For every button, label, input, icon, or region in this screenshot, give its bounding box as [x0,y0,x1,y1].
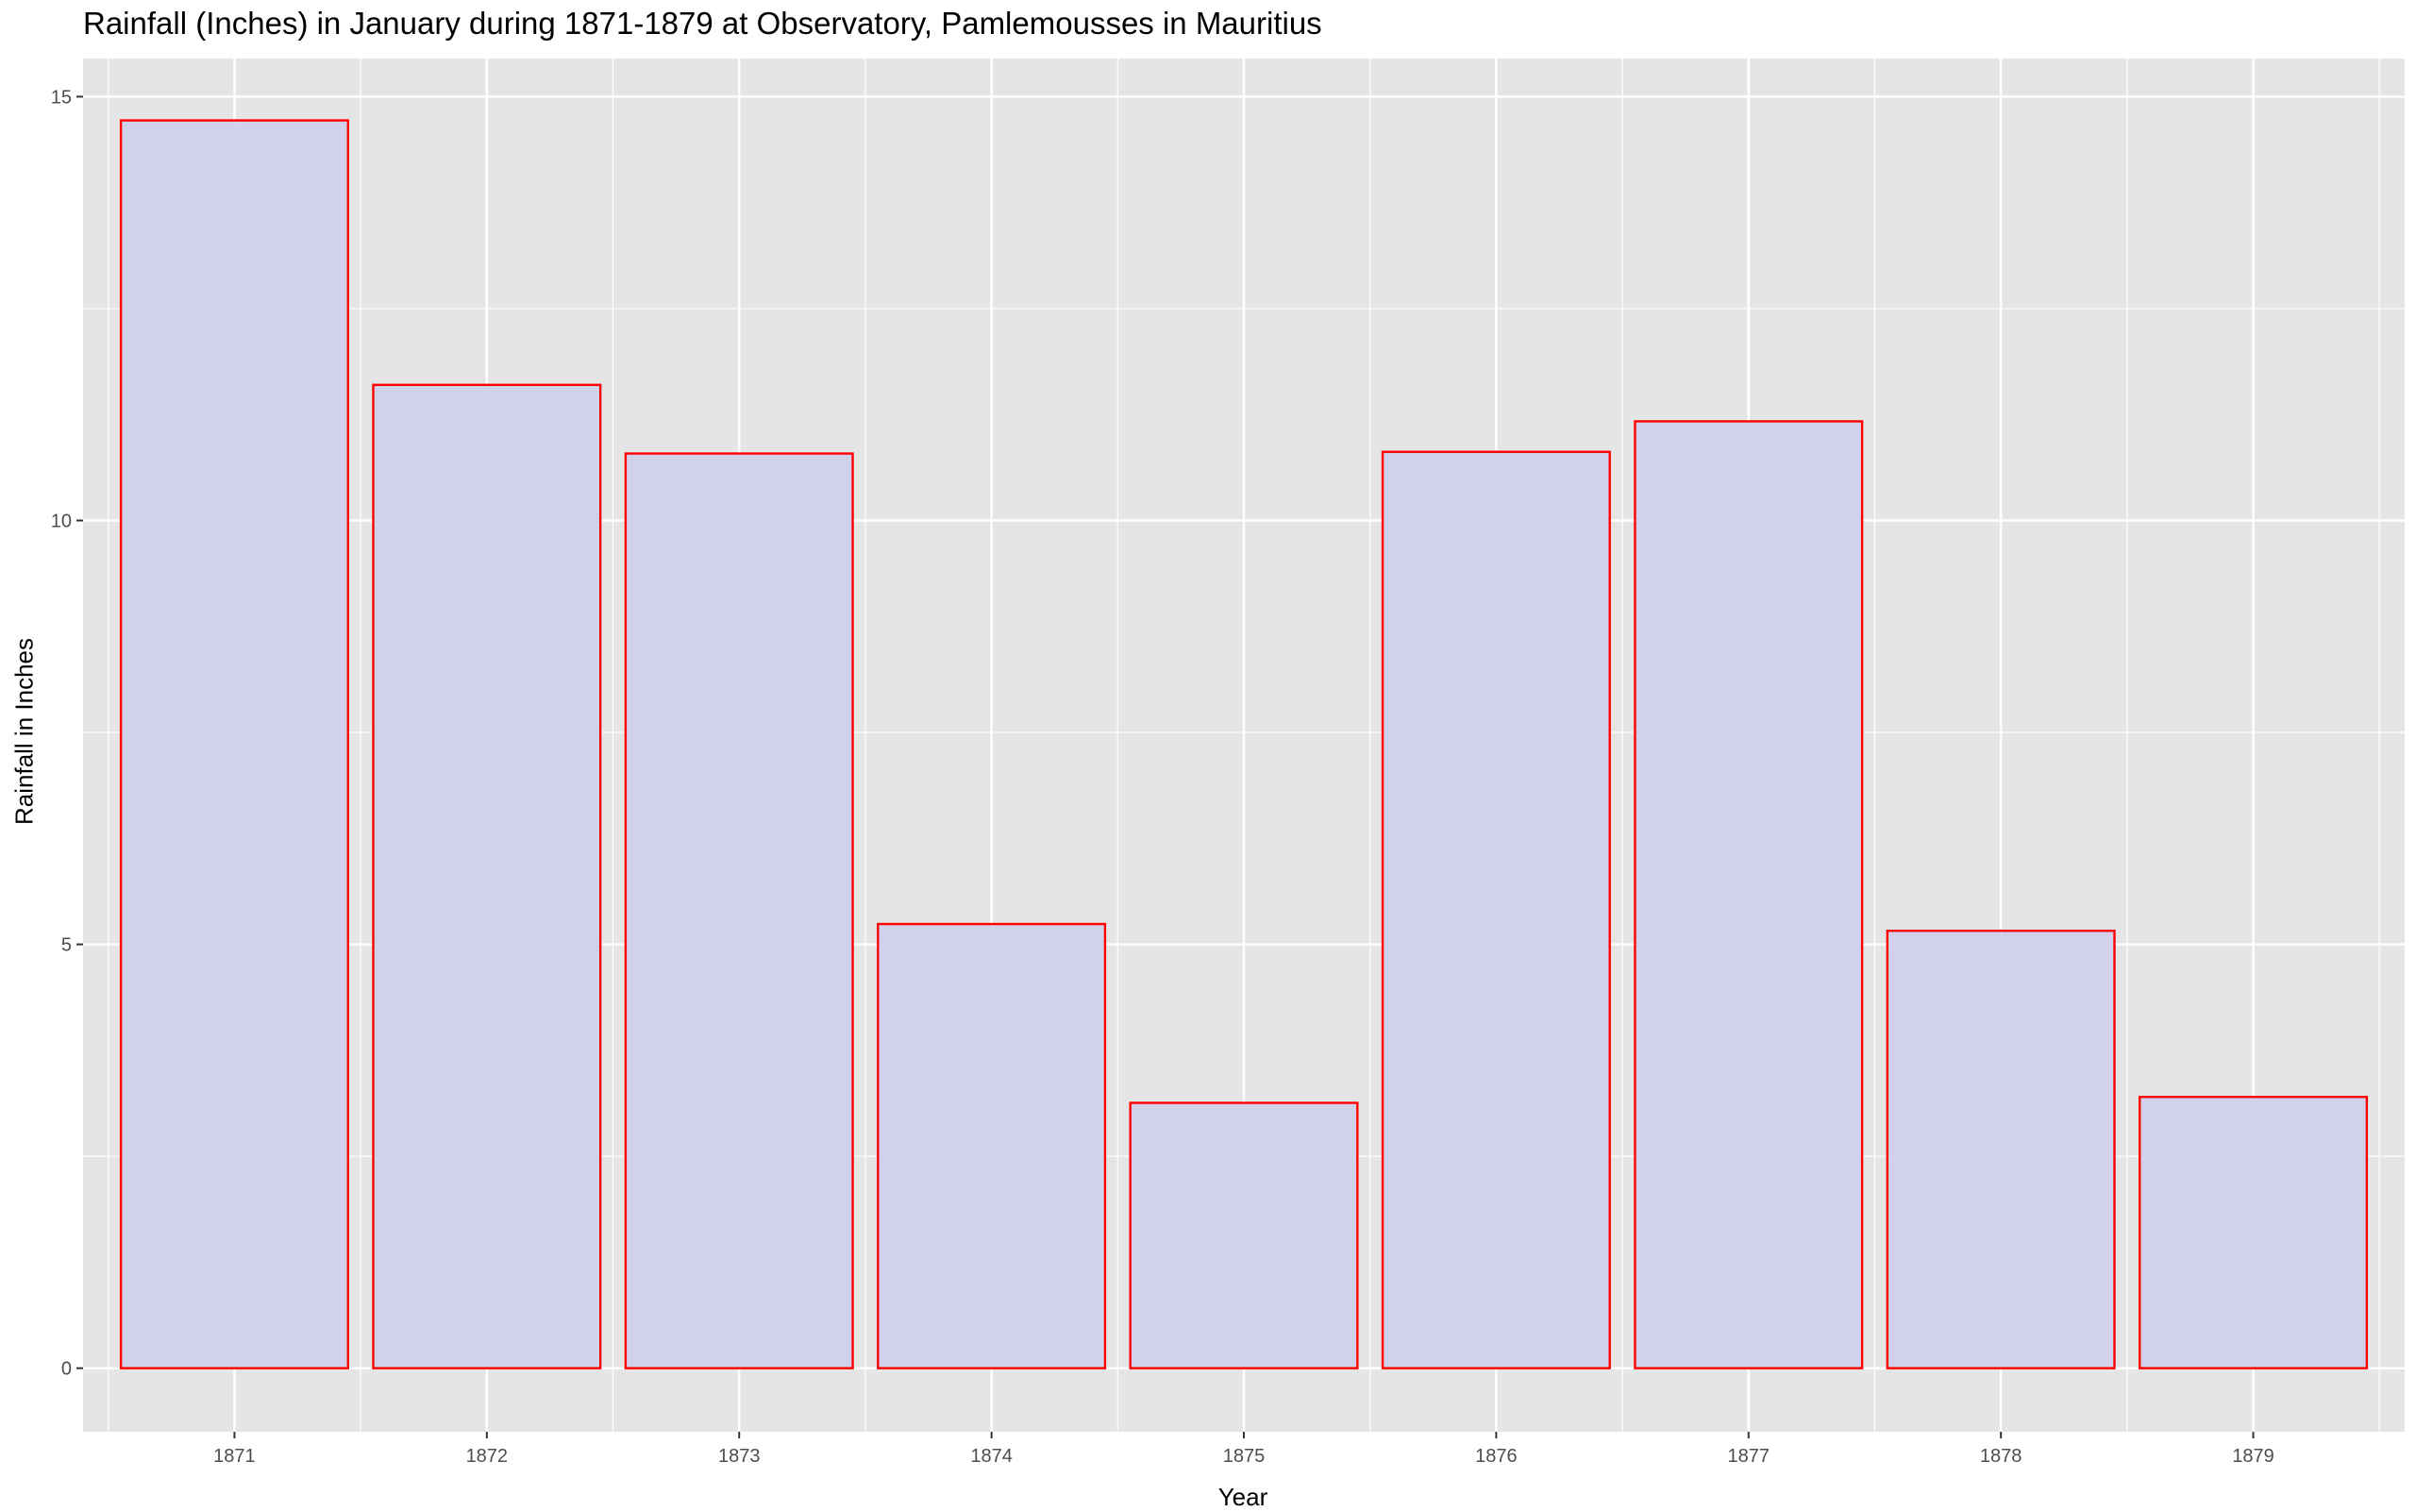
x-tick-label: 1876 [1475,1446,1518,1467]
bar-1876 [1381,450,1611,1369]
x-tick-label: 1874 [970,1446,1013,1467]
bar-1878 [1886,929,2116,1369]
chart-title: Rainfall (Inches) in January during 1871… [83,6,1322,41]
y-axis: 0 5 10 15 [51,87,83,1380]
bar-1873 [624,452,854,1369]
x-tick-label: 1878 [1980,1446,2022,1467]
bars [119,119,2369,1369]
x-tick-label: 1879 [2232,1446,2274,1467]
x-tick-label: 1872 [466,1446,509,1467]
y-tick-label: 5 [61,935,72,956]
bar-1874 [877,922,1107,1369]
x-tick-label: 1875 [1223,1446,1266,1467]
x-tick-label: 1873 [718,1446,761,1467]
bar-1872 [372,383,602,1369]
y-tick-label: 15 [51,87,72,108]
x-axis-label: Year [1217,1483,1268,1511]
bar-1879 [2139,1096,2369,1369]
y-tick-label: 0 [61,1359,72,1380]
bar-1875 [1129,1101,1359,1369]
bar-1877 [1634,420,1864,1369]
bar-1871 [119,119,349,1369]
x-tick-label: 1871 [213,1446,256,1467]
x-axis: 1871 1872 1873 1874 1875 1876 1877 1878 1879 [213,1432,2274,1467]
x-tick-label: 1877 [1728,1446,1770,1467]
y-tick-label: 10 [51,511,72,531]
